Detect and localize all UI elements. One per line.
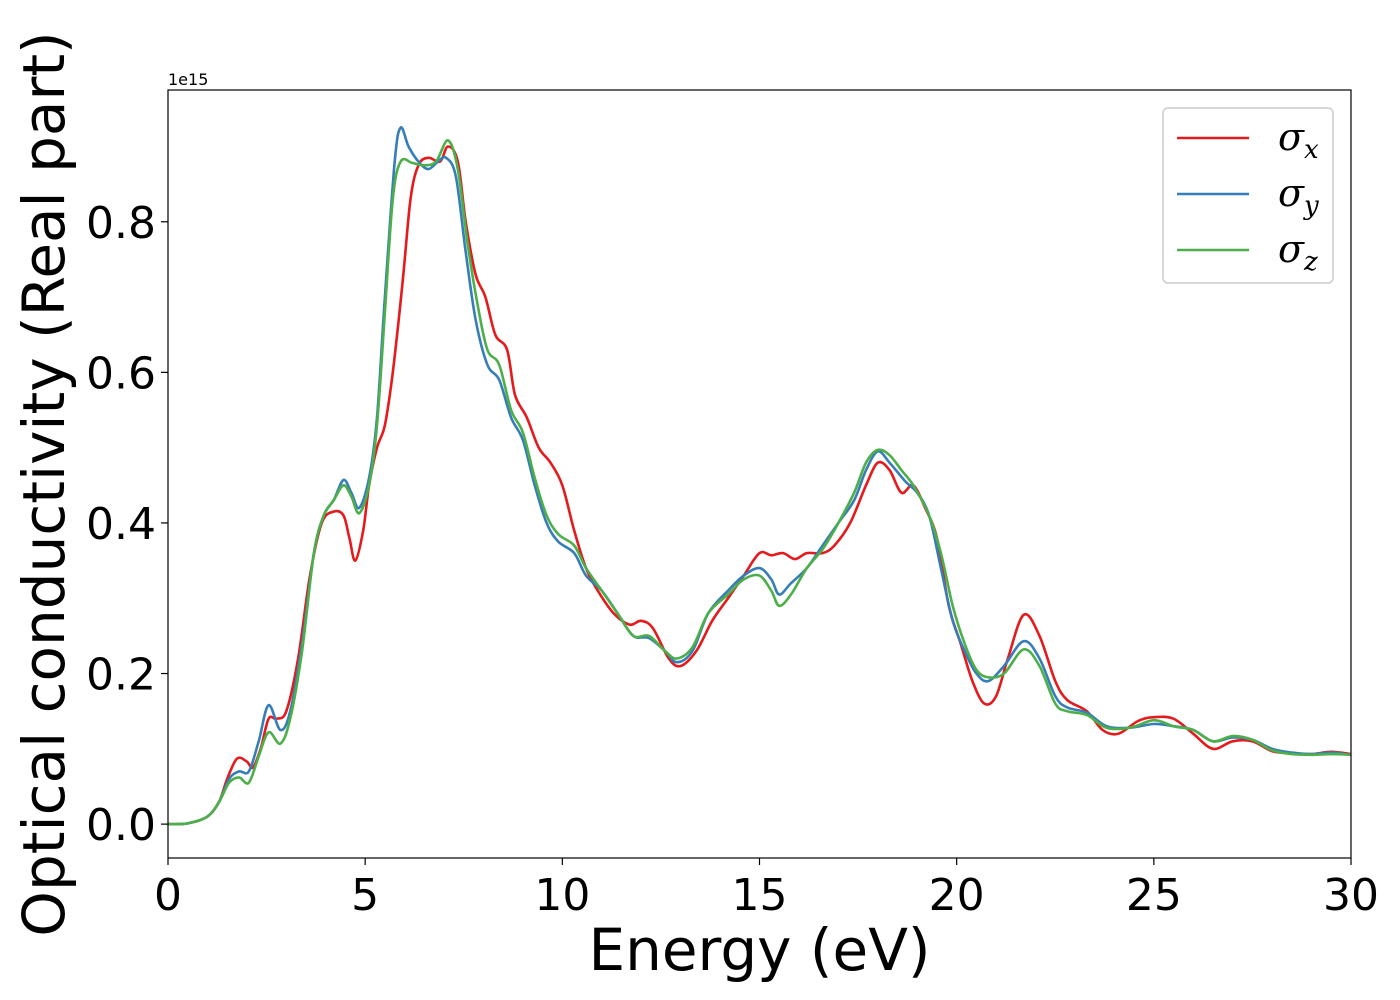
y-tick-label: 0.4 [86,499,156,550]
x-tick-label: 20 [929,870,985,921]
x-tick-label: 10 [534,870,590,921]
y-axis-label: Optical conductivity (Real part) [10,31,78,936]
legend: σx σy σz [1162,107,1334,284]
y-offset-label: 1e15 [168,70,208,89]
y-tick-label: 0.6 [86,348,156,399]
x-tick-label: 15 [732,870,788,921]
x-tick-label: 25 [1126,870,1182,921]
y-axis-ticks: 0.0 0.2 0.4 0.6 0.8 [86,198,168,851]
y-tick-label: 0.8 [86,198,156,249]
legend-label-z: σz [1278,227,1318,277]
series-line-z [168,139,1351,826]
x-axis-label: Energy (eV) [588,916,930,984]
x-tick-label: 0 [154,870,182,921]
x-axis-ticks: 0 5 10 15 20 25 30 [154,858,1379,921]
x-tick-label: 5 [351,870,379,921]
legend-box [1162,107,1334,284]
x-tick-label: 30 [1323,870,1379,921]
series-layer [168,126,1351,826]
legend-label-y: σy [1278,171,1319,221]
legend-label-x: σx [1278,115,1319,165]
y-tick-label: 0.0 [86,800,156,851]
series-line-x [168,145,1351,826]
y-tick-label: 0.2 [86,650,156,701]
